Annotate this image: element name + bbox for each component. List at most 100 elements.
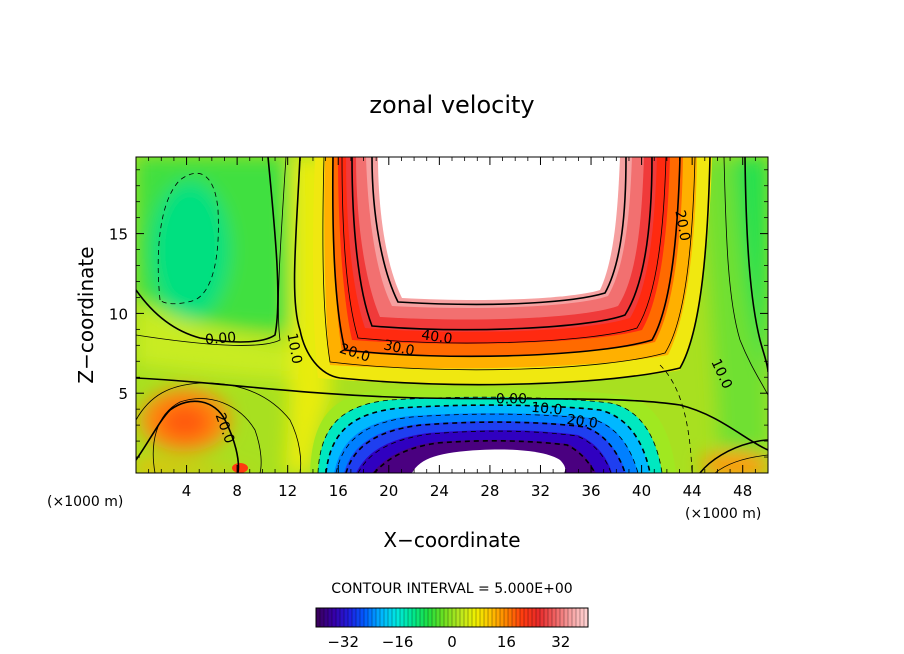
colorbar-swatch xyxy=(348,608,353,627)
colorbar-swatch xyxy=(336,608,341,627)
colorbar-swatch xyxy=(448,608,453,627)
colorbar-swatch xyxy=(572,608,577,627)
colorbar-swatch xyxy=(508,608,513,627)
y-units-label: (×1000 m) xyxy=(685,506,761,522)
contour-label: 10.0 xyxy=(283,332,304,365)
colorbar-swatch xyxy=(500,608,505,627)
y-tick-label: 10 xyxy=(109,305,128,323)
colorbar-swatch xyxy=(332,608,337,627)
x-tick-label: 36 xyxy=(581,482,600,500)
colorbar-tick-label: −32 xyxy=(327,633,359,651)
colorbar-swatch xyxy=(432,608,437,627)
y-tick-label: 5 xyxy=(118,385,128,403)
colorbar-swatch xyxy=(436,608,441,627)
contour-label: 10.0 xyxy=(531,400,563,419)
x-tick-label: 24 xyxy=(430,482,449,500)
colorbar-swatch xyxy=(472,608,477,627)
jet-core-min xyxy=(412,449,566,473)
colorbar-tick-label: −16 xyxy=(382,633,414,651)
colorbar-swatch xyxy=(540,608,545,627)
colorbar-swatch xyxy=(420,608,425,627)
contour-40 xyxy=(371,157,627,306)
colorbar-swatch xyxy=(384,608,389,627)
colorbar-swatch xyxy=(468,608,473,627)
colorbar-tick-label: 32 xyxy=(551,633,570,651)
colorbar-swatch xyxy=(388,608,393,627)
contour-label: 0.00 xyxy=(496,392,527,408)
colorbar-swatch xyxy=(392,608,397,627)
colorbar-swatch xyxy=(524,608,529,627)
lower-jet xyxy=(232,387,676,473)
colorbar-swatch xyxy=(480,608,485,627)
x-tick-label: 28 xyxy=(480,482,499,500)
colorbar-swatch xyxy=(376,608,381,627)
colorbar-swatch xyxy=(492,608,497,627)
colorbar-swatch xyxy=(476,608,481,627)
x-tick-label: 8 xyxy=(232,482,242,500)
colorbar-swatch xyxy=(416,608,421,627)
upper-jet xyxy=(313,157,712,384)
field-shading xyxy=(136,157,768,473)
colorbar-swatch xyxy=(488,608,493,627)
x-tick-label: 40 xyxy=(632,482,651,500)
colorbar-swatch xyxy=(428,608,433,627)
colorbar-swatch xyxy=(424,608,429,627)
x-axis-title: X−coordinate xyxy=(383,528,520,552)
x-tick-label: 48 xyxy=(733,482,752,500)
contour-label: 0.00 xyxy=(204,330,236,349)
colorbar-swatch xyxy=(456,608,461,627)
colorbar-swatch xyxy=(412,608,417,627)
colorbar-swatch xyxy=(444,608,449,627)
chart-title: zonal velocity xyxy=(369,91,534,119)
colorbar-swatch xyxy=(380,608,385,627)
x-axis: 4 8 12 16 20 24 28 32 36 40 44 48 xyxy=(148,157,756,500)
x-tick-label: 16 xyxy=(329,482,348,500)
colorbar-swatch xyxy=(316,608,321,627)
jet-core-max xyxy=(378,157,620,301)
colorbar-swatch xyxy=(328,608,333,627)
colorbar-swatch xyxy=(504,608,509,627)
contour-label: 20.0 xyxy=(566,412,599,432)
colorbar: −32 −16 0 16 32 xyxy=(315,607,589,651)
contour-label: 20.0 xyxy=(671,209,692,242)
colorbar-swatch xyxy=(584,608,589,627)
colorbar-swatch xyxy=(324,608,329,627)
contour-lines xyxy=(136,157,768,473)
x-tick-label: 12 xyxy=(278,482,297,500)
colorbar-swatch xyxy=(536,608,541,627)
colorbar-swatch xyxy=(360,608,365,627)
x-tick-label: 20 xyxy=(379,482,398,500)
contour-30 xyxy=(351,157,653,331)
contour-label: 30.0 xyxy=(382,337,416,359)
colorbar-swatch xyxy=(516,608,521,627)
colorbar-swatch xyxy=(372,608,377,627)
negative-contours xyxy=(157,172,693,473)
x-tick-label: 44 xyxy=(683,482,702,500)
contour-20 xyxy=(331,157,681,358)
colorbar-frame xyxy=(315,607,589,628)
colorbar-swatch xyxy=(512,608,517,627)
colorbar-swatch xyxy=(580,608,585,627)
colorbar-swatch xyxy=(340,608,345,627)
colorbar-swatch xyxy=(464,608,469,627)
colorbar-swatch xyxy=(528,608,533,627)
colorbar-swatch xyxy=(532,608,537,627)
contour-0-left xyxy=(136,157,279,343)
colorbar-swatch xyxy=(556,608,561,627)
colorbar-swatch xyxy=(496,608,501,627)
colorbar-swatch xyxy=(400,608,405,627)
contour-label: 40.0 xyxy=(420,327,453,347)
contour-10 xyxy=(293,157,711,386)
y-axis: 5 10 15 xyxy=(109,169,768,458)
colorbar-swatch xyxy=(552,608,557,627)
colorbar-swatch xyxy=(460,608,465,627)
colorbar-swatch xyxy=(548,608,553,627)
y-tick-label: 15 xyxy=(109,226,128,244)
colorbar-swatch xyxy=(564,608,569,627)
x-tick-label: 32 xyxy=(531,482,550,500)
colorbar-swatch xyxy=(368,608,373,627)
colorbar-swatch xyxy=(440,608,445,627)
colorbar-swatch xyxy=(452,608,457,627)
colorbar-swatch xyxy=(396,608,401,627)
